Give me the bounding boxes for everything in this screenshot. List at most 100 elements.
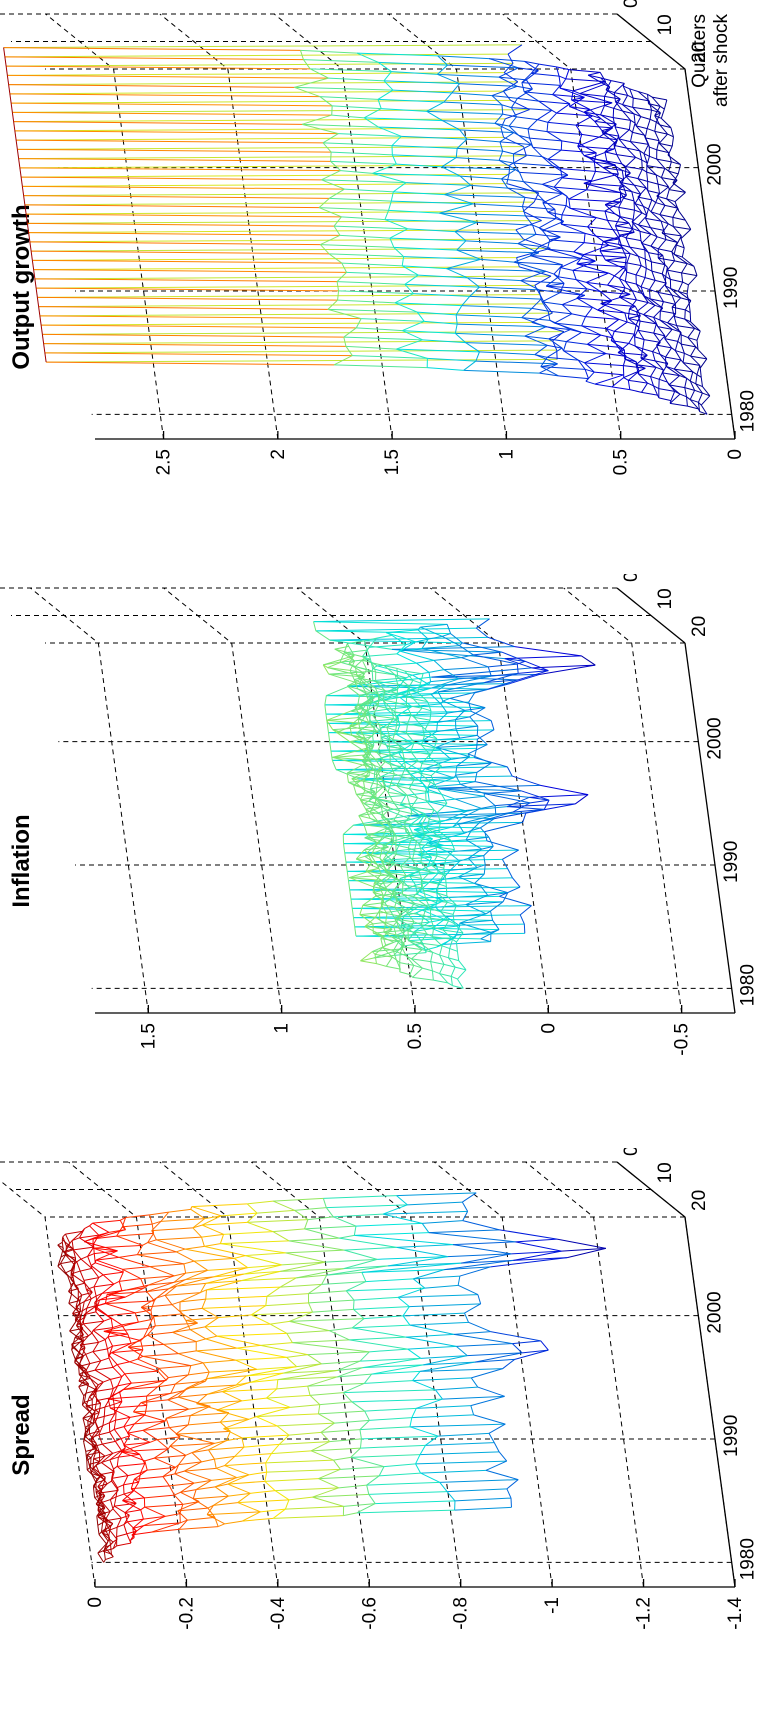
mesh-segment — [513, 1250, 562, 1261]
mesh-segment — [584, 369, 589, 379]
mesh-segment — [600, 105, 605, 116]
mesh-segment — [446, 268, 468, 279]
mesh-segment — [459, 922, 492, 933]
mesh-segment — [648, 208, 652, 213]
mesh-segment — [667, 145, 673, 156]
mesh-segment — [117, 1376, 123, 1387]
mesh-segment — [636, 311, 641, 322]
mesh-segment — [84, 1307, 88, 1318]
mesh-segment — [524, 335, 548, 346]
mesh-segment — [554, 186, 587, 191]
mesh-segment — [470, 1405, 475, 1415]
mesh-segment — [389, 872, 407, 877]
mesh-segment — [356, 52, 379, 63]
mesh-segment — [651, 96, 661, 107]
mesh-segment — [343, 840, 487, 845]
mesh-segment — [406, 705, 412, 715]
mesh-segment — [196, 1347, 237, 1352]
mesh-segment — [109, 1388, 114, 1398]
mesh-segment — [604, 95, 621, 100]
mesh-segment — [390, 911, 397, 922]
mesh-segment — [652, 351, 661, 355]
mesh-segment — [421, 731, 437, 742]
mesh-segment — [137, 1355, 144, 1360]
mesh-segment — [115, 1401, 123, 1412]
mesh-segment — [545, 276, 559, 287]
mesh-segment — [392, 739, 403, 750]
mesh-segment — [308, 1302, 313, 1313]
mesh-segment — [407, 847, 411, 858]
mesh-segment — [412, 967, 423, 978]
mesh-segment — [104, 1336, 109, 1340]
mesh-segment — [79, 1270, 85, 1281]
mesh-segment — [697, 349, 708, 360]
mesh-segment — [521, 317, 550, 321]
mesh-segment — [442, 633, 451, 637]
mesh-segment — [573, 242, 585, 253]
mesh-segment — [507, 796, 530, 808]
mesh-segment — [506, 766, 513, 777]
mesh-segment — [214, 1440, 227, 1444]
mesh-segment — [21, 186, 25, 196]
mesh-segment — [378, 901, 385, 912]
mesh-segment — [95, 1250, 118, 1261]
mesh-segment — [310, 1450, 334, 1461]
mesh-segment — [93, 1283, 114, 1288]
mesh-segment — [382, 947, 393, 958]
mesh-segment — [630, 141, 649, 145]
mesh-segment — [677, 340, 682, 345]
mesh-segment — [113, 1465, 118, 1470]
mesh-segment — [355, 723, 370, 734]
mesh-segment — [576, 260, 596, 265]
mesh-segment — [195, 1479, 212, 1491]
mesh-segment — [14, 130, 339, 135]
mesh-segment — [525, 215, 556, 220]
mesh-segment — [204, 1326, 218, 1337]
mesh-segment — [491, 85, 518, 97]
mesh-segment — [684, 387, 688, 397]
mesh-segment — [690, 321, 701, 332]
mesh-segment — [395, 934, 405, 945]
mesh-segment — [456, 1345, 468, 1356]
mesh-segment — [640, 277, 646, 288]
mesh-segment — [418, 891, 444, 902]
mesh-segment — [147, 1242, 177, 1253]
mesh-segment — [112, 1324, 122, 1329]
mesh-segment — [647, 93, 653, 98]
mesh-segment — [224, 1455, 236, 1466]
mesh-segment — [405, 1333, 455, 1338]
mesh-segment — [547, 112, 557, 123]
mesh-segment — [388, 746, 391, 756]
mesh-segment — [148, 1281, 174, 1286]
mesh-segment — [86, 1457, 92, 1462]
mesh-segment — [405, 732, 415, 743]
mesh-segment — [552, 94, 571, 105]
mesh-segment — [444, 1259, 514, 1271]
mesh-segment — [399, 696, 413, 707]
mesh-segment — [585, 316, 619, 320]
mesh-segment — [93, 1234, 100, 1245]
mesh-segment — [491, 95, 503, 106]
mesh-segment — [506, 183, 539, 194]
mesh-segment — [457, 1284, 479, 1296]
mesh-segment — [656, 158, 666, 169]
mesh-segment — [561, 1247, 606, 1252]
mesh-segment — [615, 225, 633, 230]
mesh-segment — [406, 769, 420, 774]
mesh-segment — [380, 938, 384, 948]
mesh-segment — [382, 699, 392, 710]
mesh-segment — [506, 174, 510, 184]
mesh-segment — [436, 855, 446, 860]
mesh-segment — [89, 1225, 100, 1236]
mesh-segment — [643, 314, 654, 318]
mesh-segment — [319, 207, 389, 211]
mesh-segment — [79, 1237, 94, 1248]
mesh-segment — [538, 227, 561, 238]
mesh-segment — [409, 788, 426, 792]
mesh-segment — [470, 1377, 479, 1388]
mesh-segment — [98, 1534, 107, 1545]
mesh-segment — [476, 734, 488, 745]
mesh-segment — [121, 1514, 130, 1519]
mesh-segment — [344, 1246, 397, 1251]
mesh-segment — [370, 855, 378, 865]
